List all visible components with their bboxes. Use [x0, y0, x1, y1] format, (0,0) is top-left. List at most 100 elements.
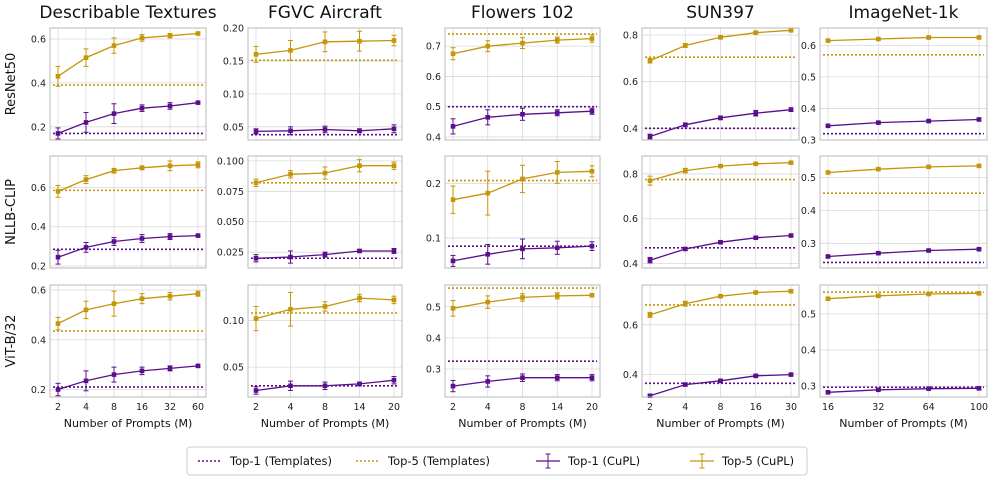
y-tick-label: 0.4 — [426, 132, 441, 143]
cupl-top5-point — [167, 293, 173, 299]
cupl-top1-point — [753, 373, 759, 379]
cupl-top5-point — [825, 170, 831, 175]
column-title-1: FGVC Aircraft — [268, 3, 382, 23]
row-label-0: ResNet50 — [4, 53, 19, 116]
x-tick-label: 16 — [750, 402, 762, 413]
y-tick-label: 0.025 — [217, 248, 244, 259]
x-tick-label: 100 — [970, 402, 988, 413]
x-tick-label: 16 — [136, 402, 148, 413]
cupl-top5-point — [485, 299, 491, 305]
legend-label: Top-5 (Templates) — [387, 454, 490, 468]
cupl-top5-point — [391, 163, 397, 169]
cupl-top5-point — [139, 165, 145, 171]
y-tick-label: 0.20 — [223, 24, 244, 35]
cupl-top1-point — [391, 248, 397, 254]
panel-frame — [641, 27, 800, 141]
y-tick-label: 0.4 — [623, 124, 638, 135]
cupl-top1-point — [825, 123, 831, 129]
y-tick-label: 0.3 — [801, 239, 816, 250]
cupl-top1-point — [450, 383, 456, 389]
cupl-top1-point — [976, 117, 982, 122]
cupl-top5-point — [682, 168, 688, 173]
cupl-top1-point — [253, 129, 259, 134]
cupl-top1-point — [554, 110, 560, 116]
cupl-top5-point — [520, 40, 525, 46]
panel-frame — [819, 27, 988, 141]
cupl-top5-point — [139, 35, 145, 41]
cupl-top1-point — [253, 388, 259, 393]
cupl-top1-point — [647, 257, 653, 263]
cupl-top5-point — [589, 292, 595, 298]
y-tick-label: 0.6 — [31, 285, 46, 296]
cupl-top1-line — [827, 248, 980, 258]
x-tick-label: 4 — [287, 402, 293, 413]
cupl-top1-point — [167, 234, 173, 239]
cupl-top5-point — [357, 163, 362, 169]
cupl-top1-point — [825, 254, 831, 259]
cupl-top5-point — [926, 35, 931, 40]
y-tick-label: 0.1 — [426, 233, 441, 244]
cupl-top1-line — [57, 234, 199, 258]
cupl-top1-point — [976, 246, 982, 252]
x-tick-label: 8 — [322, 402, 328, 413]
y-tick-label: 0.4 — [623, 259, 638, 270]
column-title-3: SUN397 — [686, 3, 754, 23]
cupl-top1-point — [322, 383, 328, 389]
y-tick-label: 0.6 — [801, 41, 816, 52]
cupl-top1-point — [139, 368, 145, 374]
cupl-top1-point — [554, 375, 560, 381]
y-tick-label: 0.6 — [623, 320, 638, 331]
x-tick-label: 30 — [785, 402, 797, 413]
column-title-0: Describable Textures — [39, 3, 216, 23]
cupl-top1-point — [589, 243, 595, 249]
panel-frame — [444, 155, 601, 269]
cupl-top1-point — [167, 103, 173, 109]
x-tick-label: 20 — [586, 402, 598, 413]
y-tick-label: 0.8 — [623, 31, 638, 42]
legend: Top-1 (Templates) Top-5 (Templates) Top-1 … — [186, 446, 808, 476]
y-tick-label: 0.5 — [801, 309, 816, 320]
cupl-top1-point — [357, 381, 362, 387]
panel-2-1: 0.05 0.10 2 4 8 14 20 Number of Prompts (M) — [223, 284, 403, 430]
cupl-top5-point — [195, 31, 201, 36]
x-tick-label: 2 — [253, 402, 259, 413]
x-axis-label: Number of Prompts (M) — [839, 417, 968, 430]
cupl-top5-point — [753, 30, 759, 35]
cupl-top5-point — [554, 37, 560, 43]
cupl-top1-point — [825, 390, 831, 395]
y-tick-label: 0.6 — [426, 72, 441, 83]
cupl-top1-point — [926, 118, 931, 124]
cupl-top1-point — [167, 366, 173, 371]
x-tick-label: 8 — [111, 402, 117, 413]
cupl-top5-point — [926, 291, 931, 297]
cupl-top5-point — [195, 291, 201, 297]
cupl-top5-point — [288, 171, 293, 177]
y-tick-label: 0.5 — [801, 173, 816, 184]
cupl-top1-point — [450, 124, 456, 129]
cupl-top1-point — [485, 379, 491, 384]
cupl-top1-point — [195, 233, 201, 238]
cupl-top5-point — [647, 58, 653, 63]
cupl-top5-point — [718, 293, 723, 299]
cupl-top5-point — [288, 306, 293, 312]
cupl-top5-point — [520, 295, 525, 300]
panel-frame — [641, 284, 800, 398]
cupl-top5-point — [976, 35, 982, 40]
y-tick-label: 0.5 — [426, 302, 441, 313]
cupl-top5-point — [718, 163, 723, 169]
x-tick-label: 2 — [55, 402, 61, 413]
y-tick-label: 0.4 — [623, 370, 638, 381]
cupl-top5-point — [391, 297, 397, 303]
panel-0-4: 0.3 0.4 0.5 0.6 — [801, 27, 988, 147]
legend-item-3: Top-5 (CuPL) — [690, 453, 794, 469]
cupl-top5-point — [322, 39, 328, 45]
y-tick-label: 0.4 — [31, 335, 46, 346]
x-tick-label: 2 — [647, 402, 653, 413]
cupl-top5-point — [55, 321, 61, 326]
cupl-top1-point — [485, 114, 491, 120]
cupl-top5-point — [55, 189, 61, 194]
y-tick-label: 0.15 — [223, 56, 244, 67]
x-tick-label: 32 — [164, 402, 176, 413]
panel-frame — [247, 27, 403, 141]
